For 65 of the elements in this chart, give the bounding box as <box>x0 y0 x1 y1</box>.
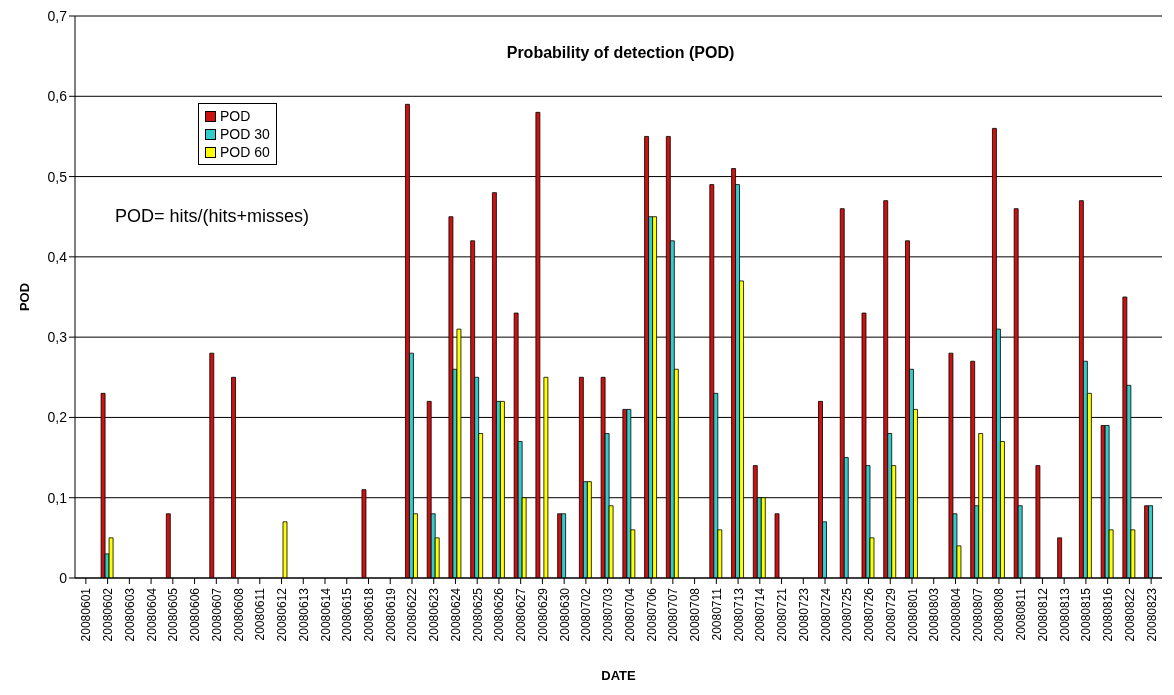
y-tick-label: 0 <box>59 569 68 586</box>
x-tick-label: 20080614 <box>318 587 333 642</box>
x-tick-label: 20080723 <box>796 587 811 642</box>
x-tick-label: 20080608 <box>231 587 246 642</box>
y-tick-label: 0,3 <box>47 329 68 346</box>
x-tick-label: 20080711 <box>709 587 724 641</box>
x-tick-label: 20080619 <box>383 587 398 642</box>
x-tick-label: 20080606 <box>188 587 203 642</box>
x-tick-label: 20080622 <box>405 587 420 642</box>
x-tick-label: 20080812 <box>1035 587 1050 642</box>
x-tick-label: 20080602 <box>101 587 116 642</box>
x-tick-label: 20080813 <box>1057 587 1072 642</box>
x-tick-label: 20080721 <box>775 587 790 642</box>
x-tick-label: 20080713 <box>731 587 746 642</box>
x-tick-label: 20080626 <box>492 587 507 642</box>
x-tick-label: 20080803 <box>927 587 942 642</box>
x-tick-label: 20080604 <box>144 587 159 642</box>
x-tick-label: 20080816 <box>1101 587 1116 642</box>
x-tick-label: 20080822 <box>1122 587 1137 642</box>
x-tick-label: 20080601 <box>79 587 94 642</box>
x-tick-label: 20080613 <box>296 587 311 642</box>
x-tick-label: 20080714 <box>753 587 768 642</box>
x-tick-label: 20080707 <box>666 587 681 642</box>
x-tick-label: 20080801 <box>905 587 920 642</box>
x-tick-label: 20080823 <box>1144 587 1159 642</box>
y-tick-label: 0,1 <box>47 489 68 506</box>
text: Probability of detection (POD) <box>505 44 736 62</box>
y-axis-title: POD <box>16 282 32 312</box>
x-tick-label: 20080612 <box>275 587 290 642</box>
x-tick-label: 20080808 <box>992 587 1007 642</box>
x-tick-label: 20080629 <box>535 587 550 642</box>
x-tick-label: 20080725 <box>840 587 855 642</box>
x-tick-label: 20080811 <box>1014 587 1029 641</box>
x-tick-label: 20080804 <box>948 587 963 642</box>
x-tick-label: 20080623 <box>427 587 442 642</box>
x-tick-label: 20080615 <box>340 587 355 642</box>
x-tick-label: 20080704 <box>622 587 637 642</box>
x-tick-label: 20080702 <box>579 587 594 642</box>
x-tick-label: 20080611 <box>253 587 268 641</box>
x-tick-label: 20080607 <box>209 587 224 642</box>
x-axis-title: DATE <box>601 668 637 683</box>
x-tick-label: 20080724 <box>818 587 833 642</box>
x-tick-label: 20080618 <box>362 587 377 642</box>
x-tick-label: 20080729 <box>883 587 898 642</box>
legend-label: POD <box>220 107 251 125</box>
x-tick-label: 20080703 <box>601 587 616 642</box>
y-tick-label: 0,7 <box>47 7 68 24</box>
x-tick-label: 20080815 <box>1079 587 1094 642</box>
x-tick-label: 20080807 <box>970 587 985 642</box>
x-tick-label: 20080708 <box>688 587 703 642</box>
legend-label: POD 30 <box>220 125 270 143</box>
annotation: POD= hits/(hits+misses) <box>115 206 310 227</box>
x-tick-label: 20080706 <box>644 587 659 642</box>
x-tick-label: 20080624 <box>448 587 463 642</box>
x-tick-label: 20080630 <box>557 587 572 642</box>
x-tick-label: 20080726 <box>862 587 877 642</box>
x-tick-label: 20080627 <box>514 587 529 642</box>
y-tick-label: 0,4 <box>47 248 68 265</box>
x-tick-label: 20080603 <box>122 587 137 642</box>
x-tick-label: 20080625 <box>470 587 485 642</box>
y-tick-label: 0,5 <box>47 168 68 185</box>
y-tick-label: 0,2 <box>47 409 68 426</box>
x-tick-label: 20080605 <box>166 587 181 642</box>
legend-label: POD 60 <box>220 143 270 161</box>
y-tick-label: 0,6 <box>47 88 68 105</box>
